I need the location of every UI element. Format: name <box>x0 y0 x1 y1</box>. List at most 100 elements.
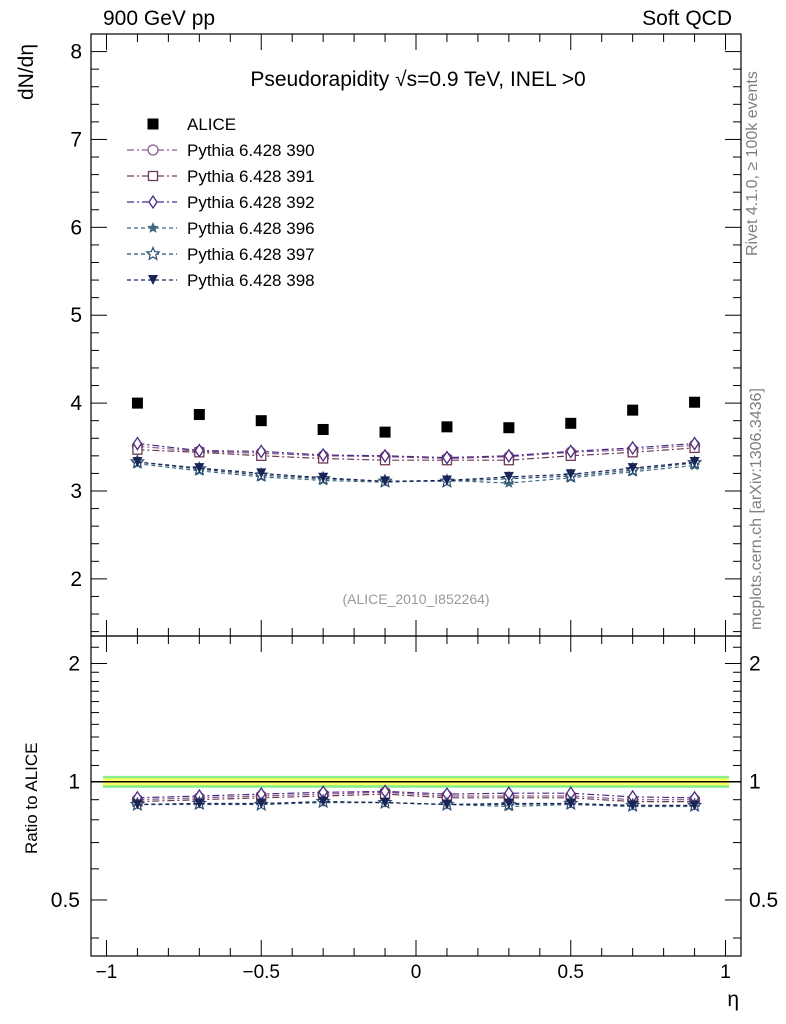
ratio-series-pythia-6-428-398 <box>132 796 700 811</box>
ratio-y-tick-label-left: 1 <box>68 771 80 794</box>
x-axis-label: η <box>727 988 739 1011</box>
data-point <box>132 456 143 467</box>
y-tick-label: 6 <box>70 216 82 239</box>
legend-label: Pythia 6.428 391 <box>187 167 315 186</box>
header-right: Soft QCD <box>642 7 732 30</box>
ratio-y-tick-label-right: 0.5 <box>749 889 778 912</box>
legend-marker <box>147 118 159 130</box>
x-tick-label: −1 <box>96 962 118 983</box>
ratio-series-line <box>137 793 695 803</box>
data-point <box>503 471 514 482</box>
data-point <box>689 436 700 451</box>
data-point <box>193 409 205 421</box>
data-point <box>627 463 638 474</box>
data-point <box>565 444 576 459</box>
data-point <box>318 472 329 483</box>
data-point <box>194 463 205 474</box>
data-point <box>689 396 701 408</box>
series-pythia-6-428-396 <box>131 457 701 488</box>
ratio-y-tick-label-left: 2 <box>68 653 80 676</box>
series-line <box>137 447 695 461</box>
ratio-series-line <box>137 790 695 799</box>
data-point <box>627 404 639 416</box>
series-line <box>137 442 695 459</box>
ratio-series-line <box>137 800 695 807</box>
legend-label: ALICE <box>187 115 236 134</box>
main-panel: 2 3 4 5 6 7 8 Pseudorapidity √s=0.9 TeV, INEL >… <box>70 33 742 637</box>
series-pythia-6-428-390 <box>131 439 701 465</box>
legend-entry: ALICE <box>147 115 236 134</box>
ratio-y-tick-label-right: 1 <box>749 771 761 794</box>
ratio-data-point <box>689 800 700 811</box>
ratio-data-point <box>318 796 329 807</box>
data-point <box>441 421 453 433</box>
y-tick-label: 5 <box>70 304 82 327</box>
ratio-data-point <box>194 798 205 809</box>
data-point <box>380 476 391 487</box>
data-point <box>194 443 205 458</box>
ratio-panel: −1 −0.5 0 0.5 1 η 0.5 0.5 1 1 2 2 <box>51 635 778 1011</box>
data-point <box>131 397 143 409</box>
series-line <box>137 444 695 460</box>
ratio-series-pythia-6-428-392 <box>132 784 700 805</box>
legend-marker <box>148 275 158 285</box>
ratio-data-point <box>627 800 638 811</box>
legend-label: Pythia 6.428 392 <box>187 193 315 212</box>
ratio-data-point <box>256 798 267 809</box>
data-point <box>317 423 329 435</box>
legend-label: Pythia 6.428 396 <box>187 219 315 238</box>
data-point <box>132 436 143 451</box>
series-alice <box>131 396 701 438</box>
y-tick-label: 8 <box>70 41 82 64</box>
legend-marker <box>147 170 159 182</box>
ratio-data-point <box>503 798 514 809</box>
legend-label: Pythia 6.428 398 <box>187 271 315 290</box>
data-point <box>689 456 700 467</box>
ratio-data-point <box>132 799 143 810</box>
legend-entry: Pythia 6.428 390 <box>127 141 315 160</box>
legend-entry: Pythia 6.428 391 <box>127 167 315 186</box>
data-point <box>256 444 267 459</box>
legend-entry: Pythia 6.428 397 <box>127 245 315 264</box>
data-point <box>503 422 515 434</box>
data-point <box>565 417 577 429</box>
series-line <box>137 463 695 484</box>
data-point <box>255 415 267 427</box>
series-pythia-6-428-392 <box>132 436 700 465</box>
ratio-series-line <box>137 801 695 808</box>
legend-entry: Pythia 6.428 396 <box>127 219 315 238</box>
y-tick-label: 3 <box>70 480 82 503</box>
legend-entry: Pythia 6.428 392 <box>127 193 315 212</box>
legend-label: Pythia 6.428 397 <box>187 245 315 264</box>
x-tick-label: 0.5 <box>558 962 584 983</box>
ratio-y-tick-label-left: 0.5 <box>51 889 80 912</box>
ratio-y-tick-label-right: 2 <box>749 653 761 676</box>
legend-marker <box>147 144 159 156</box>
data-point <box>442 450 452 465</box>
y-tick-label: 4 <box>70 392 82 415</box>
data-point <box>627 440 638 456</box>
ratio-data-point <box>380 797 391 808</box>
legend-label: Pythia 6.428 390 <box>187 141 315 160</box>
data-point <box>379 426 391 438</box>
header-left: 900 GeV pp <box>103 7 216 30</box>
series-line <box>137 461 695 482</box>
series-line <box>137 461 695 482</box>
y-tick-label: 2 <box>70 568 82 591</box>
legend-marker <box>147 222 159 233</box>
legend-marker <box>148 194 158 210</box>
series-pythia-6-428-397 <box>129 453 703 488</box>
analysis-watermark: (ALICE_2010_I852264) <box>342 591 489 607</box>
series-pythia-6-428-398 <box>132 456 700 487</box>
x-tick-label: 0 <box>411 962 422 983</box>
chart-title: Pseudorapidity √s=0.9 TeV, INEL >0 <box>250 68 585 91</box>
data-point <box>503 477 515 488</box>
ratio-data-point <box>565 798 576 809</box>
data-point <box>380 448 390 464</box>
data-point <box>565 469 576 480</box>
legend-entry: Pythia 6.428 398 <box>127 271 315 290</box>
ratio-series-line <box>137 791 695 801</box>
ratio-series-line <box>137 800 695 807</box>
series-pythia-6-428-391 <box>132 442 700 466</box>
